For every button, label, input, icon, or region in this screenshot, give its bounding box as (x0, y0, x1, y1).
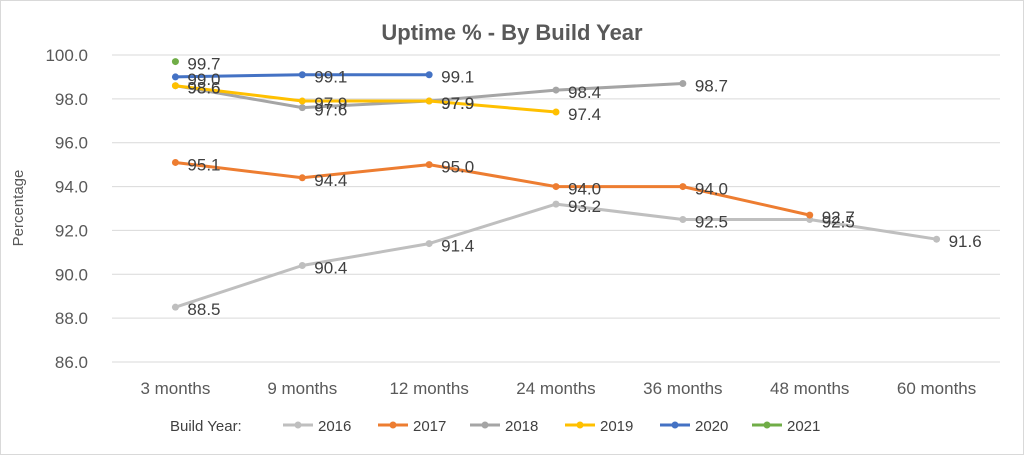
y-tick-label: 86.0 (55, 353, 88, 372)
data-point-2017 (298, 174, 306, 182)
series-2021 (171, 58, 179, 66)
data-point-2020 (298, 71, 306, 79)
legend-label-2021: 2021 (787, 418, 820, 435)
series-2020 (171, 71, 433, 81)
legend-marker-2021 (763, 421, 771, 429)
y-tick-label: 90.0 (55, 265, 88, 284)
legend-label-2019: 2019 (600, 418, 633, 435)
data-point-2018 (679, 80, 687, 88)
data-label-2019: 97.9 (441, 94, 474, 113)
data-labels: 88.5 90.4 91.4 93.2 92.5 92.5 91.6 95.1 94.4 95.0… (187, 55, 981, 320)
data-label-2016: 90.4 (314, 259, 347, 278)
x-axis-ticks: 3 months 9 months 12 months 24 months 36 mon… (140, 379, 976, 398)
x-tick-label: 36 months (643, 379, 722, 398)
data-point-2016 (171, 303, 179, 311)
x-tick-label: 48 months (770, 379, 849, 398)
data-label-2016: 92.5 (695, 212, 728, 231)
data-point-2016 (679, 215, 687, 223)
data-label-2017: 92.7 (822, 208, 855, 227)
series-2019 (171, 82, 560, 116)
y-axis-ticks: 86.0 88.0 90.0 92.0 94.0 96.0 98.0 100.0 (45, 46, 88, 372)
legend: Build Year: 2016 2017 2018 2019 2020 2021 (170, 418, 820, 435)
data-label-2019: 97.9 (314, 94, 347, 113)
x-tick-label: 3 months (140, 379, 210, 398)
series-line-2019 (173, 84, 558, 114)
legend-label-2017: 2017 (413, 418, 446, 435)
legend-marker-2016 (294, 421, 302, 429)
data-point-2019 (425, 97, 433, 105)
x-tick-label: 9 months (267, 379, 337, 398)
y-tick-label: 92.0 (55, 221, 88, 240)
legend-title: Build Year: (170, 418, 242, 435)
data-point-2017 (425, 161, 433, 169)
data-point-2017 (171, 158, 179, 166)
chart-title: Uptime % - By Build Year (381, 20, 643, 45)
x-tick-label: 24 months (516, 379, 595, 398)
legend-label-2016: 2016 (318, 418, 351, 435)
data-point-2016 (933, 235, 941, 243)
data-label-2019: 98.6 (187, 79, 220, 98)
legend-marker-2017 (389, 421, 397, 429)
y-axis-label: Percentage (10, 170, 27, 247)
legend-label-2020: 2020 (695, 418, 728, 435)
data-label-2017: 94.0 (568, 180, 601, 199)
series-2017 (171, 158, 814, 219)
data-point-2017 (679, 183, 687, 191)
data-point-2017 (806, 211, 814, 219)
data-label-2018: 97.9 (441, 94, 474, 113)
y-tick-label: 94.0 (55, 178, 88, 197)
legend-marker-2019 (576, 421, 584, 429)
data-label-2016: 91.4 (441, 237, 474, 256)
x-tick-label: 60 months (897, 379, 976, 398)
data-label-2016: 93.2 (568, 197, 601, 216)
y-tick-label: 98.0 (55, 90, 88, 109)
data-label-2020: 99.0 (187, 70, 220, 89)
data-label-2018: 98.7 (695, 77, 728, 96)
data-label-2016: 92.5 (822, 212, 855, 231)
data-label-2021: 99.7 (187, 55, 220, 74)
data-point-2016 (425, 240, 433, 248)
y-tick-label: 96.0 (55, 134, 88, 153)
data-point-2020 (425, 71, 433, 79)
data-label-2017: 95.1 (187, 155, 220, 174)
data-label-2020: 99.1 (314, 68, 347, 87)
data-label-2017: 95.0 (441, 158, 474, 177)
legend-marker-2018 (481, 421, 489, 429)
data-point-2016 (552, 200, 560, 208)
data-point-2019 (552, 108, 560, 116)
data-label-2018: 98.4 (568, 83, 601, 102)
y-tick-label: 88.0 (55, 309, 88, 328)
data-label-2016: 88.5 (187, 300, 220, 319)
legend-marker-2020 (671, 421, 679, 429)
data-point-2021 (171, 58, 179, 66)
data-point-2019 (171, 82, 179, 90)
data-label-2017: 94.4 (314, 171, 347, 190)
data-point-2018 (298, 104, 306, 112)
legend-label-2018: 2018 (505, 418, 538, 435)
data-point-2019 (298, 97, 306, 105)
x-tick-label: 12 months (389, 379, 468, 398)
data-point-2016 (298, 262, 306, 270)
data-label-2017: 94.0 (695, 180, 728, 199)
data-label-2018: 97.6 (314, 101, 347, 120)
series-2016 (171, 200, 941, 311)
series-line-2017 (173, 161, 812, 217)
data-label-2019: 97.4 (568, 105, 601, 124)
data-point-2020 (171, 73, 179, 81)
series-lines (171, 58, 941, 311)
data-label-2020: 99.1 (441, 68, 474, 87)
data-label-2018: 98.6 (187, 79, 220, 98)
data-point-2017 (552, 183, 560, 191)
y-tick-label: 100.0 (45, 46, 88, 65)
data-point-2018 (552, 86, 560, 94)
data-label-2016: 91.6 (949, 232, 982, 251)
